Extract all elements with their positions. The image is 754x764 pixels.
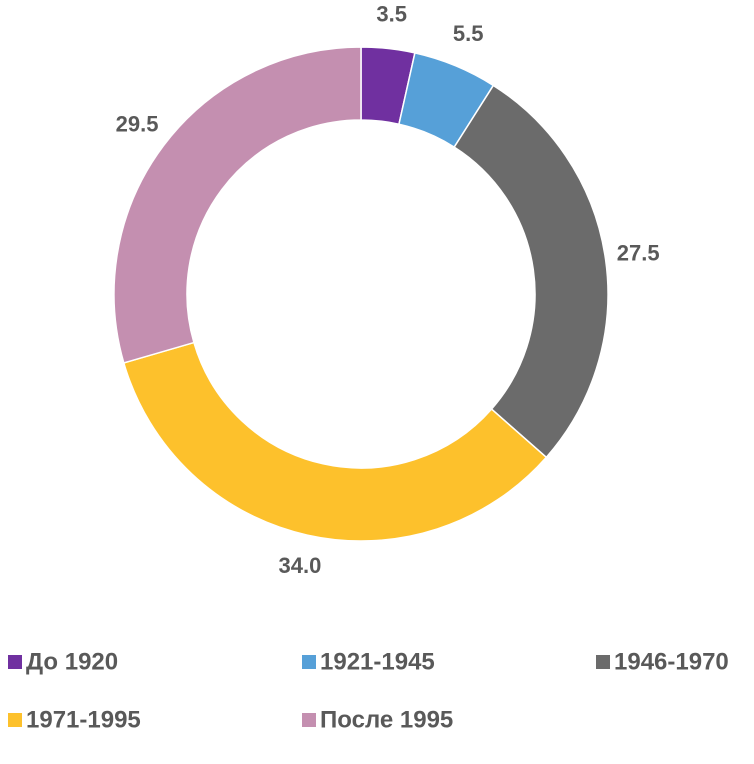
donut-segment bbox=[122, 341, 548, 542]
legend-marker bbox=[302, 655, 316, 669]
legend-label: До 1920 bbox=[26, 648, 118, 675]
legend-marker bbox=[8, 655, 22, 669]
legend-marker bbox=[596, 655, 610, 669]
donut-segment bbox=[113, 46, 362, 364]
legend-label: 1946-1970 bbox=[614, 648, 729, 675]
data-label: 3.5 bbox=[376, 2, 407, 27]
donut-segment bbox=[453, 84, 609, 459]
legend-marker bbox=[8, 713, 22, 727]
data-label: 34.0 bbox=[279, 553, 322, 578]
legend-marker bbox=[302, 713, 316, 727]
legend-label: После 1995 bbox=[320, 706, 453, 733]
legend-label: 1971-1995 bbox=[26, 706, 141, 733]
data-label: 29.5 bbox=[116, 112, 159, 137]
legend-label: 1921-1945 bbox=[320, 648, 435, 675]
data-label: 27.5 bbox=[617, 240, 660, 265]
data-label: 5.5 bbox=[453, 21, 484, 46]
